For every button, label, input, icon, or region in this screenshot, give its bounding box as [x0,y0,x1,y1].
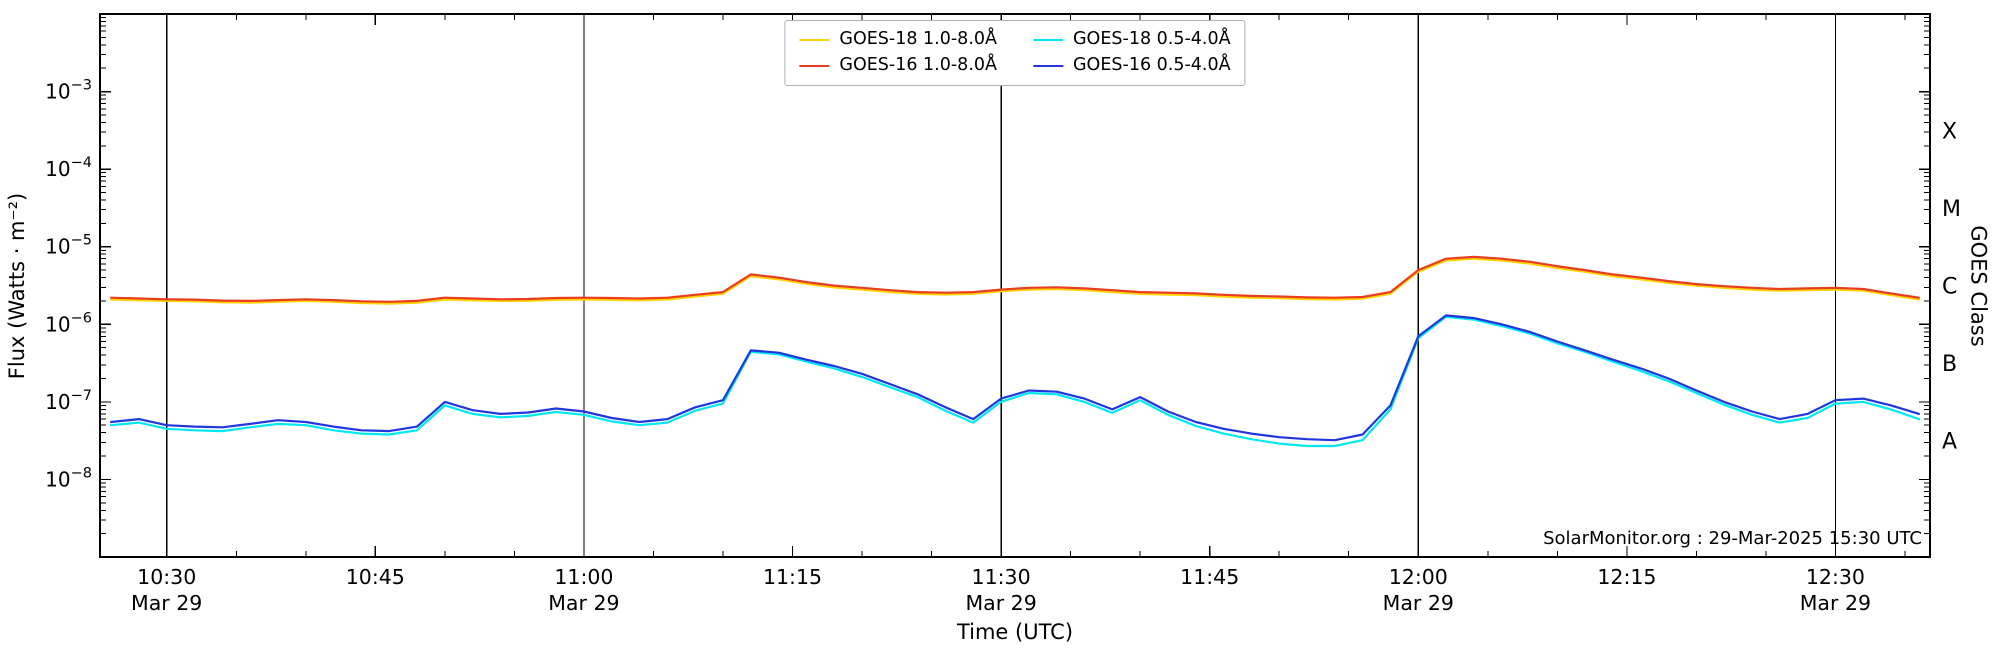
y-axis-label-right-wrap: GOES Class [1960,0,1998,572]
svg-text:12:30: 12:30 [1806,565,1865,589]
legend-line-swatch-goes18-short [1033,38,1063,42]
svg-text:Mar 29: Mar 29 [1800,591,1871,615]
svg-text:Mar 29: Mar 29 [1383,591,1454,615]
legend: GOES-18 1.0-8.0Å GOES-18 0.5-4.0Å GOES-1… [784,20,1246,86]
legend-item-goes18-long: GOES-18 1.0-8.0Å [799,29,997,51]
vertical-date-lines [166,14,1837,557]
svg-text:C: C [1942,275,1957,300]
svg-text:Mar 29: Mar 29 [965,591,1036,615]
svg-text:10−4: 10−4 [45,155,92,181]
svg-text:10−7: 10−7 [45,388,92,414]
svg-text:B: B [1942,352,1957,377]
y-axis-label-right: GOES Class [1967,225,1992,347]
svg-text:11:30: 11:30 [972,565,1031,589]
plot-frame [99,13,1931,558]
legend-label-goes16-short: GOES-16 0.5-4.0Å [1073,54,1231,75]
y-axis-label-left: Flux (Watts · m⁻²) [5,192,29,380]
svg-text:X: X [1942,119,1957,144]
svg-text:11:15: 11:15 [763,565,822,589]
svg-text:10−8: 10−8 [45,465,92,491]
legend-item-goes18-short: GOES-18 0.5-4.0Å [1033,29,1231,51]
svg-text:11:00: 11:00 [554,565,613,589]
legend-label-goes18-long: GOES-18 1.0-8.0Å [839,29,997,49]
watermark-text: SolarMonitor.org : 29-Mar-2025 15:30 UTC [1543,528,1922,549]
x-minor-ticks [235,14,1906,557]
y-minor-ticks [100,17,1930,535]
series-line-3 [109,314,1921,442]
svg-text:10−5: 10−5 [45,233,92,259]
svg-text:10:30: 10:30 [137,565,196,589]
series-line-0 [109,257,1921,305]
svg-text:10:45: 10:45 [346,565,405,589]
svg-text:Mar 29: Mar 29 [548,591,619,615]
svg-text:12:15: 12:15 [1597,565,1656,589]
legend-label-goes18-short: GOES-18 0.5-4.0Å [1073,29,1231,49]
x-axis-label: Time (UTC) [956,620,1074,644]
goes-class-letters: X M C B A [1942,119,1961,454]
svg-text:10−3: 10−3 [45,78,92,104]
svg-text:12:00: 12:00 [1389,565,1448,589]
series-line-1 [109,315,1921,448]
legend-label-goes16-long: GOES-16 1.0-8.0Å [839,54,997,75]
series-line-2 [109,255,1921,303]
legend-item-goes16-short: GOES-16 0.5-4.0Å [1033,55,1231,77]
legend-line-swatch-goes16-short [1033,64,1063,67]
svg-text:M: M [1942,197,1961,222]
svg-text:Mar 29: Mar 29 [131,591,202,615]
y-axis-label-left-wrap: Flux (Watts · m⁻²) [0,0,34,572]
svg-text:11:45: 11:45 [1180,565,1239,589]
legend-line-swatch-goes16-long [799,64,830,67]
legend-item-goes16-long: GOES-16 1.0-8.0Å [799,55,997,77]
svg-text:A: A [1942,430,1957,455]
legend-line-swatch-goes18-long [799,38,830,42]
svg-text:10−6: 10−6 [45,310,92,336]
